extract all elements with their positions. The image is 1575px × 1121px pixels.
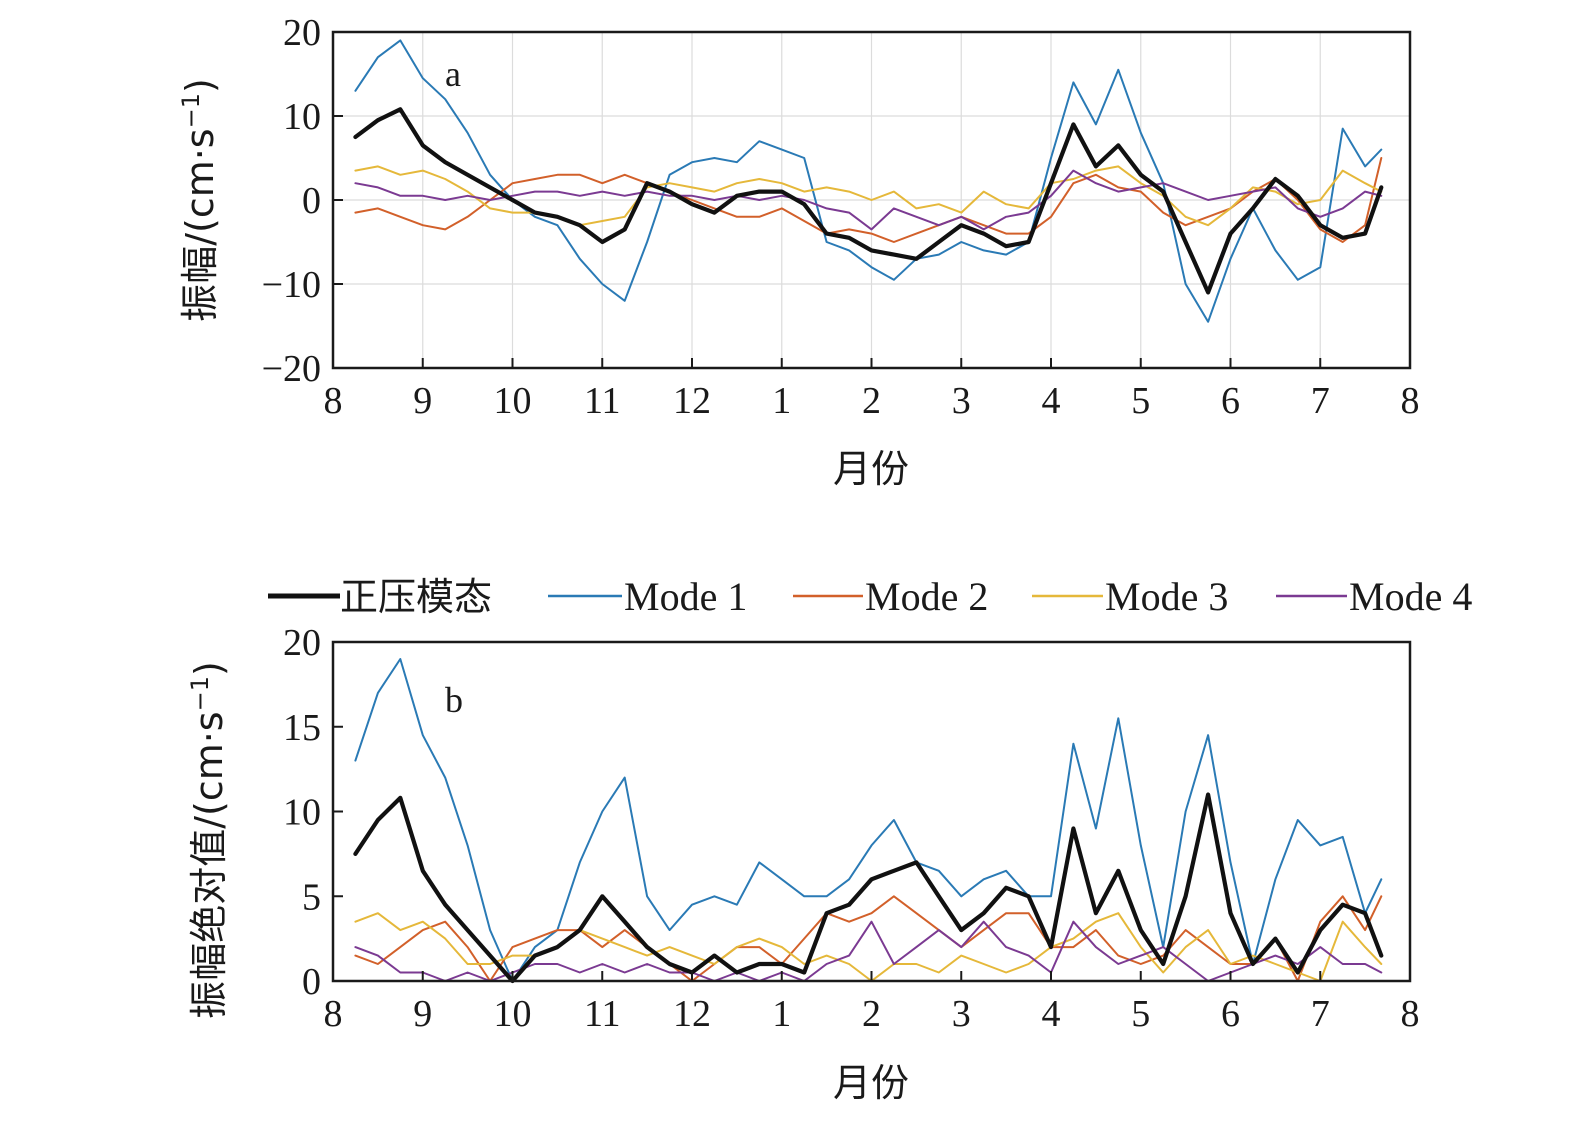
- panel-b-xtick-label: 3: [952, 993, 971, 1035]
- panel-b-xtick-label: 10: [494, 993, 532, 1035]
- panel-b-xtick-label: 7: [1311, 993, 1330, 1035]
- panel-a-xtick-label: 11: [584, 380, 621, 422]
- panel-a-xtick-label: 5: [1131, 380, 1150, 422]
- panel-a-xtick-label: 1: [772, 380, 791, 422]
- panel-b-series-mode-1: [354, 658, 1383, 982]
- panel-b-ylabel-close: ): [187, 661, 231, 676]
- panel-b-series-mode-3: [354, 912, 1383, 982]
- panel-b-xtick-label: 5: [1131, 993, 1150, 1035]
- panel-a-ytick-label: 0: [302, 180, 321, 222]
- panel-b-ytick-label: 20: [283, 622, 321, 664]
- panel-b-xtick-label: 4: [1042, 993, 1061, 1035]
- panel-b-ylabel-exp: −1: [186, 676, 214, 711]
- legend-label-mode-4: Mode 4: [1349, 574, 1472, 619]
- panel-a-ylabel-exp: −1: [177, 93, 205, 128]
- panel-a-xtick-label: 9: [413, 380, 432, 422]
- legend-label-mode-1: Mode 1: [624, 574, 747, 619]
- legend-label-mode-2: Mode 2: [865, 574, 988, 619]
- panel-b-ytick-label: 0: [302, 961, 321, 1003]
- panel-a-ylabel-close: ): [178, 78, 222, 93]
- panel-a-ytick-label: 10: [283, 96, 321, 138]
- panel-b-xtick-label: 8: [1401, 993, 1420, 1035]
- panel-a-series-mode-2: [354, 157, 1383, 243]
- panel-a-series: [353, 39, 1384, 323]
- panel-b-xtick-label: 1: [772, 993, 791, 1035]
- panel-a-xtick-label: 10: [494, 380, 532, 422]
- legend: 正压模态 Mode 1 Mode 2 Mode 3 Mode 4: [268, 574, 1472, 619]
- panel-a-xtick-label: 3: [952, 380, 971, 422]
- panel-a-ytick-label: −20: [262, 348, 321, 390]
- panel-a-ytick-label: 20: [283, 12, 321, 54]
- panel-b-ytick-label: 10: [283, 792, 321, 834]
- panel-a-xtick-label: 8: [324, 380, 343, 422]
- panel-a-ylabel: 振幅/(cm·s−1): [177, 78, 222, 322]
- panel-b-ylabel-main: 振幅绝对值/(cm·s: [187, 711, 231, 1018]
- panel-b-xtick-label: 12: [673, 993, 711, 1035]
- panel-a-xtick-label: 6: [1221, 380, 1240, 422]
- panel-a-series-mode-4: [354, 169, 1383, 231]
- panel-a-letter: a: [445, 54, 461, 94]
- panel-b-xtick-label: 2: [862, 993, 881, 1035]
- panel-b-frame: [331, 640, 1412, 983]
- panel-b-ytick-label: 5: [302, 876, 321, 918]
- panel-b-series-barotropic: [353, 792, 1384, 984]
- legend-label-mode-3: Mode 3: [1105, 574, 1228, 619]
- panel-b-xtick-label: 11: [584, 993, 621, 1035]
- panel-b-xtick-label: 6: [1221, 993, 1240, 1035]
- panel-a-ylabel-main: 振幅/(cm·s: [178, 128, 222, 321]
- panel-b-ylabel: 振幅绝对值/(cm·s−1): [186, 661, 231, 1019]
- panel-a-xtick-label: 4: [1042, 380, 1061, 422]
- panel-b-xtick-label: 9: [413, 993, 432, 1035]
- panel-b-ytick-label: 15: [283, 707, 321, 749]
- panel-a-xtick-label: 8: [1401, 380, 1420, 422]
- legend-label-barotropic: 正压模态: [340, 575, 492, 619]
- panel-b-xlabel: 月份: [833, 1061, 909, 1105]
- panel-a-series-mode-1: [354, 39, 1383, 323]
- panel-b-series: [353, 658, 1384, 984]
- panel-a-ytick-label: −10: [262, 264, 321, 306]
- panel-a-series-barotropic: [353, 107, 1384, 295]
- panel-b-series-mode-2: [354, 895, 1383, 982]
- panel-a-xlabel: 月份: [833, 447, 909, 491]
- panel-a-series-mode-3: [354, 165, 1383, 227]
- panel-a-xtick-label: 12: [673, 380, 711, 422]
- panel-b-letter: b: [445, 680, 463, 720]
- panel-a-xtick-label: 7: [1311, 380, 1330, 422]
- panel-a-xtick-label: 2: [862, 380, 881, 422]
- panel-b-xtick-label: 8: [324, 993, 343, 1035]
